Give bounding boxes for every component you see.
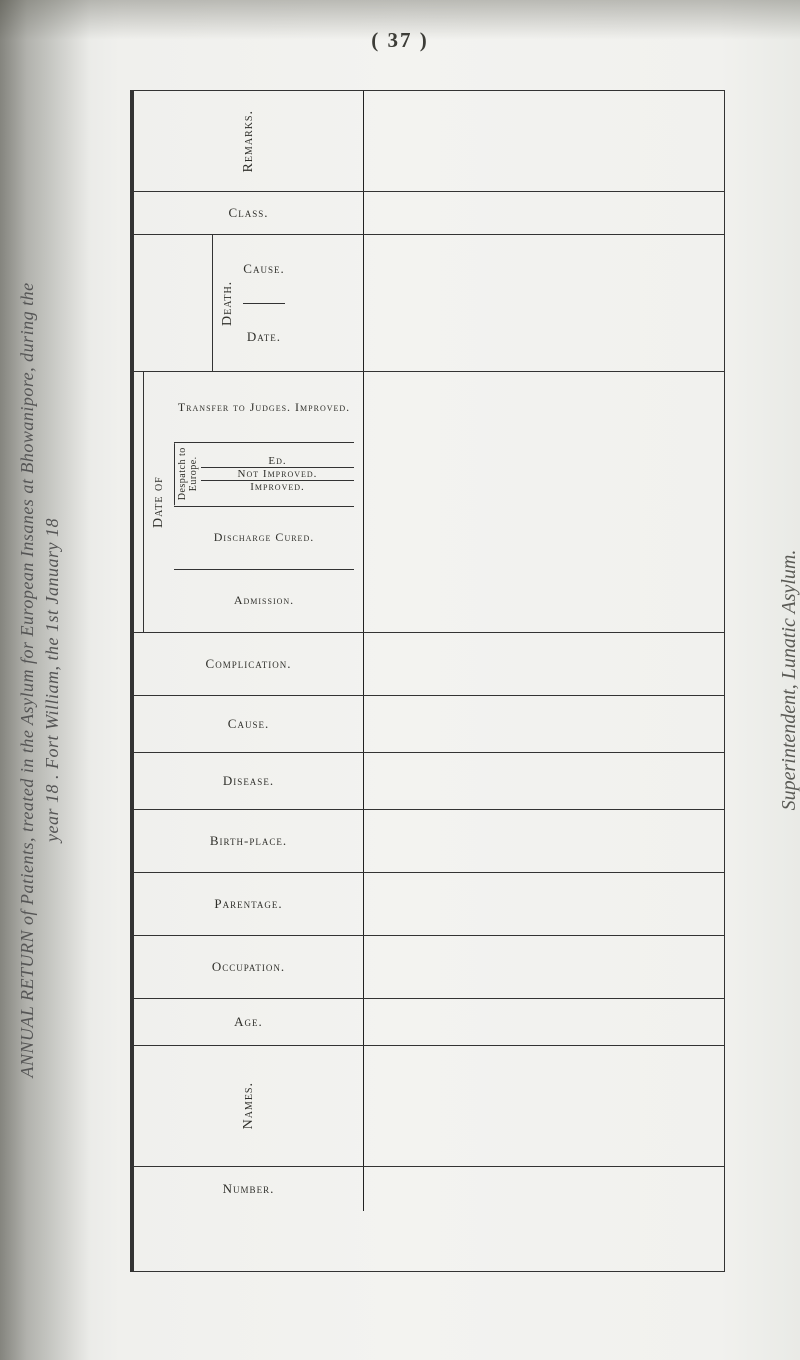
label-despatch-not: Not Improved. [201, 468, 354, 481]
page-number: ( 37 ) [371, 28, 429, 53]
label-remarks: Remarks. [134, 91, 364, 191]
data-parentage [364, 873, 724, 935]
label-death-block: Death. Cause. Date. [134, 235, 364, 371]
data-age [364, 999, 724, 1045]
right-vertical-caption: Superintendent, Lunatic Asylum. [778, 550, 800, 811]
row-cause: Cause. [134, 696, 724, 753]
label-disease: Disease. [134, 753, 364, 809]
label-age: Age. [134, 999, 364, 1045]
data-number [364, 1167, 724, 1211]
row-age: Age. [134, 999, 724, 1046]
data-cause [364, 696, 724, 752]
data-complication [364, 633, 724, 695]
register-table: Remarks. Class. Death. Cause. Date. [130, 90, 725, 1272]
label-birthplace: Birth-place. [134, 810, 364, 872]
data-occupation [364, 936, 724, 998]
row-death: Death. Cause. Date. [134, 235, 724, 372]
label-names: Names. [134, 1046, 364, 1166]
row-parentage: Parentage. [134, 873, 724, 936]
label-dateof-side: Date of [143, 372, 174, 632]
label-death-cause: Cause. [243, 235, 284, 304]
label-parentage: Parentage. [134, 873, 364, 935]
label-death-date: Date. [243, 304, 284, 372]
label-admission: Admission. [174, 570, 354, 632]
label-transfer: Transfer to Judges. Improved. [174, 372, 354, 443]
row-occupation: Occupation. [134, 936, 724, 999]
text-names: Names. [241, 1082, 257, 1129]
label-class: Class. [134, 192, 364, 234]
label-despatch-ed: Ed. [201, 455, 354, 468]
label-discharge-cured: Discharge Cured. [174, 507, 354, 570]
left-vertical-caption: ANNUAL RETURN of Patients, treated in th… [17, 282, 63, 1077]
left-caption-line1: ANNUAL RETURN of Patients, treated in th… [17, 282, 37, 1077]
label-death-side: Death. [212, 235, 243, 371]
label-occupation: Occupation. [134, 936, 364, 998]
data-disease [364, 753, 724, 809]
row-class: Class. [134, 192, 724, 235]
label-cause: Cause. [134, 696, 364, 752]
despatch-split: Despatch to Europe. Ed. Not Improved. Im… [174, 443, 354, 506]
row-complication: Complication. [134, 633, 724, 696]
label-number: Number. [134, 1167, 364, 1211]
left-caption-line2: year 18 . Fort William, the 1st January … [42, 282, 63, 1077]
row-remarks: Remarks. [134, 91, 724, 192]
page-background: ( 37 ) ANNUAL RETURN of Patients, treate… [0, 0, 800, 1360]
data-names [364, 1046, 724, 1166]
data-birthplace [364, 810, 724, 872]
label-dateof-block: Date of Transfer to Judges. Improved. De… [134, 372, 364, 632]
row-disease: Disease. [134, 753, 724, 810]
row-birthplace: Birth-place. [134, 810, 724, 873]
label-despatch-improved: Improved. [201, 481, 354, 493]
label-complication: Complication. [134, 633, 364, 695]
label-despatch-side: Despatch to Europe. [174, 443, 201, 505]
data-death [364, 235, 724, 371]
text-remarks: Remarks. [241, 110, 257, 173]
data-class [364, 192, 724, 234]
row-number: Number. [134, 1167, 724, 1211]
data-remarks [364, 91, 724, 191]
data-dateof [364, 372, 724, 632]
row-dateof: Date of Transfer to Judges. Improved. De… [134, 372, 724, 633]
row-names: Names. [134, 1046, 724, 1167]
